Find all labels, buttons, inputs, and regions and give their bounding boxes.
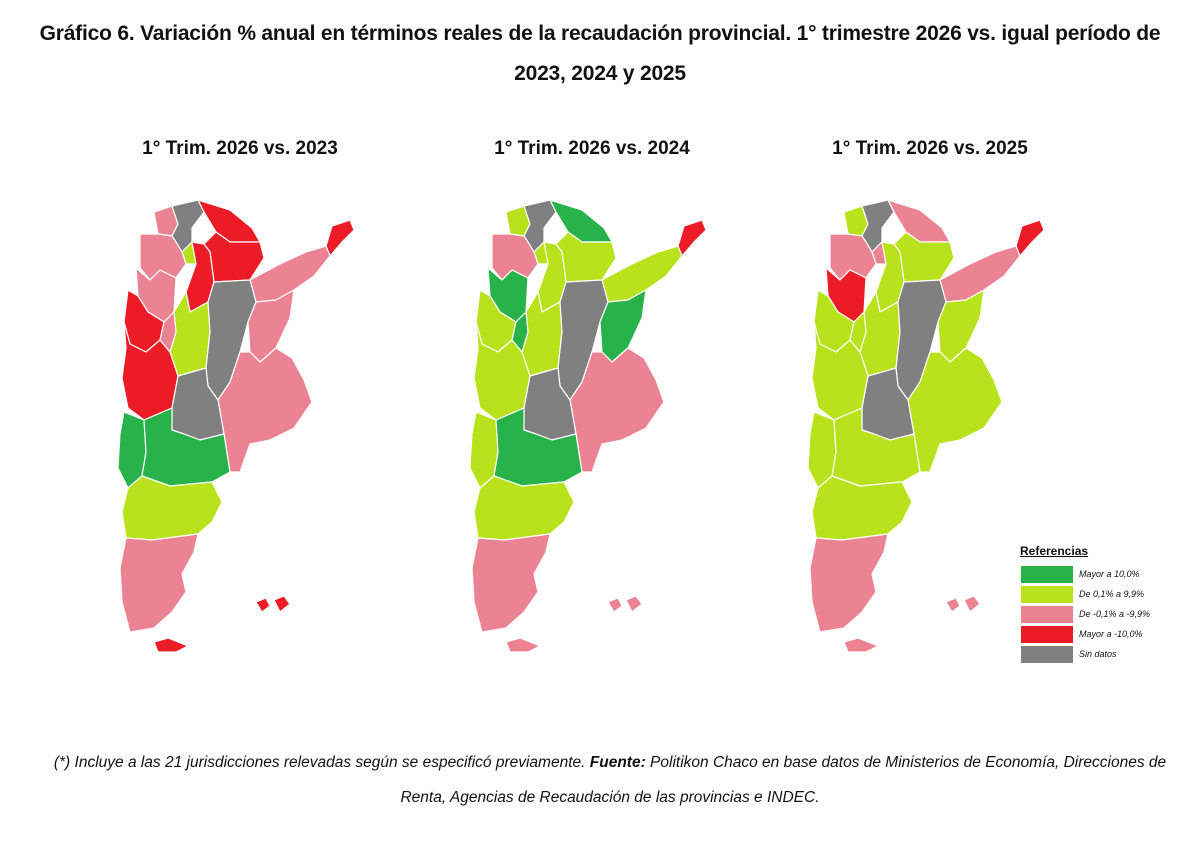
legend-swatch bbox=[1020, 604, 1074, 624]
source-label: Fuente: bbox=[589, 754, 646, 771]
province-tierradelfuego bbox=[505, 637, 541, 653]
province-sanluis bbox=[849, 311, 867, 353]
province-santacruz bbox=[471, 533, 551, 633]
legend-label: Sin datos bbox=[1079, 649, 1117, 659]
province-misiones bbox=[677, 219, 707, 257]
province-chubut bbox=[811, 475, 913, 541]
argentina-map bbox=[117, 199, 355, 653]
province-catamarca bbox=[139, 233, 187, 281]
province-santacruz bbox=[119, 533, 199, 633]
province-malvinas bbox=[945, 595, 981, 613]
province-tierradelfuego bbox=[153, 637, 189, 653]
source-text: Politikon Chaco en base datos de Ministe… bbox=[400, 754, 1167, 806]
province-chubut bbox=[121, 475, 223, 541]
legend-item: De 0,1% a 9,9% bbox=[1020, 584, 1170, 604]
argentina-map bbox=[469, 199, 707, 653]
province-catamarca bbox=[491, 233, 539, 281]
legend-item: Mayor a -10,0% bbox=[1020, 624, 1170, 644]
legend-swatch bbox=[1020, 624, 1074, 644]
legend-item: Sin datos bbox=[1020, 644, 1170, 664]
legend-label: Mayor a 10,0% bbox=[1079, 569, 1140, 579]
footer-note: (*) Incluye a las 21 jurisdicciones rele… bbox=[40, 745, 1180, 815]
map-title: 1° Trim. 2026 vs. 2023 bbox=[142, 138, 338, 159]
map-title: 1° Trim. 2026 vs. 2025 bbox=[832, 138, 1028, 159]
province-malvinas bbox=[607, 595, 643, 613]
chart-title: Gráfico 6. Variación % anual en términos… bbox=[39, 22, 1161, 85]
province-misiones bbox=[325, 219, 355, 257]
map-2025: 1° Trim. 2026 vs. 2025 bbox=[770, 138, 1090, 698]
province-malvinas bbox=[255, 595, 291, 613]
legend-item: De -0,1% a -9,9% bbox=[1020, 604, 1170, 624]
legend-label: De -0,1% a -9,9% bbox=[1079, 609, 1151, 619]
province-rionegro bbox=[831, 407, 921, 487]
legend-swatch bbox=[1020, 644, 1074, 664]
footer-note-text: (*) Incluye a las 21 jurisdicciones rele… bbox=[53, 754, 586, 771]
province-catamarca bbox=[829, 233, 877, 281]
province-chubut bbox=[473, 475, 575, 541]
province-rionegro bbox=[141, 407, 231, 487]
legend-swatch bbox=[1020, 564, 1074, 584]
province-formosa bbox=[549, 199, 613, 243]
map-2023: 1° Trim. 2026 vs. 2023 bbox=[80, 138, 400, 698]
legend-title: Referencias bbox=[1020, 544, 1089, 558]
legend-label: De 0,1% a 9,9% bbox=[1079, 589, 1145, 599]
province-formosa bbox=[197, 199, 261, 243]
province-misiones bbox=[1015, 219, 1045, 257]
argentina-map bbox=[807, 199, 1045, 653]
legend-label: Mayor a -10,0% bbox=[1079, 629, 1143, 639]
map-2024: 1° Trim. 2026 vs. 2024 bbox=[432, 138, 752, 698]
legend-swatch bbox=[1020, 584, 1074, 604]
province-tierradelfuego bbox=[843, 637, 879, 653]
province-rionegro bbox=[493, 407, 583, 487]
map-title: 1° Trim. 2026 vs. 2024 bbox=[494, 138, 690, 159]
province-sanluis bbox=[159, 311, 177, 353]
legend: Referencias Mayor a 10,0% De 0,1% a 9,9%… bbox=[1020, 544, 1170, 664]
province-formosa bbox=[887, 199, 951, 243]
province-santacruz bbox=[809, 533, 889, 633]
province-sanluis bbox=[511, 311, 529, 353]
legend-item: Mayor a 10,0% bbox=[1020, 564, 1170, 584]
